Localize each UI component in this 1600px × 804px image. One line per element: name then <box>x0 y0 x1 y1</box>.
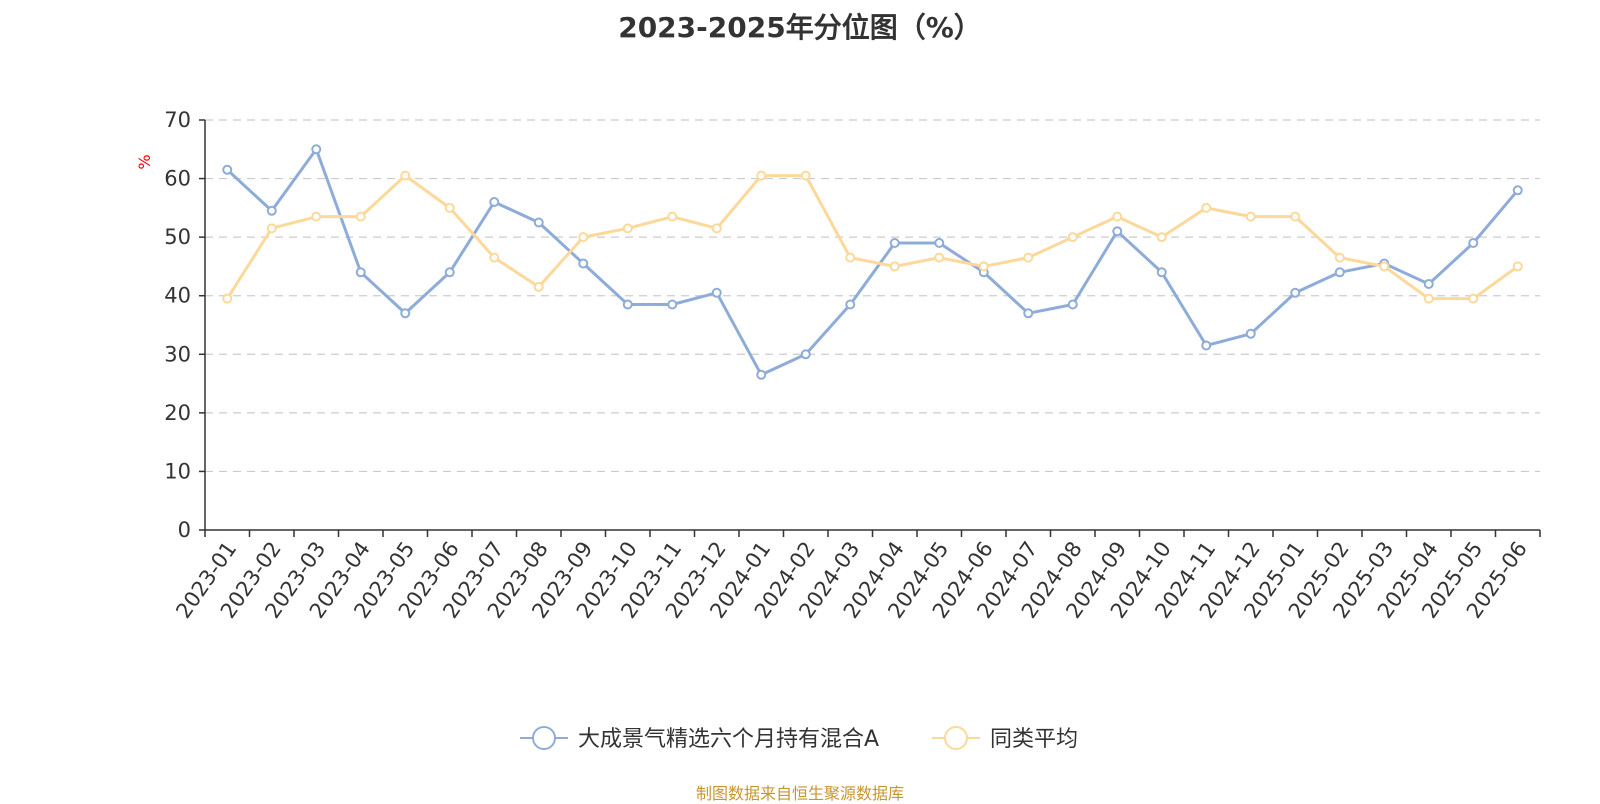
series-0-point[interactable] <box>1112 226 1123 237</box>
series-0-point[interactable] <box>667 299 678 310</box>
legend-label: 大成景气精选六个月持有混合A <box>578 727 879 752</box>
legend[interactable]: 大成景气精选六个月持有混合A 同类平均 <box>520 726 1078 752</box>
series-1-point[interactable] <box>400 170 411 181</box>
series-1-point[interactable] <box>1067 232 1078 243</box>
series-0-point[interactable] <box>1023 308 1034 319</box>
series-1-point[interactable] <box>667 211 678 222</box>
series-1-point[interactable] <box>845 252 856 263</box>
series-0-point[interactable] <box>400 308 411 319</box>
series-0-point[interactable] <box>1201 340 1212 351</box>
data-source-note: 制图数据来自恒生聚源数据库 <box>695 784 904 803</box>
y-tick-label: 60 <box>164 167 191 191</box>
series-0-point[interactable] <box>311 144 322 155</box>
series-0-point[interactable] <box>1245 328 1256 339</box>
series-1-point[interactable] <box>489 252 500 263</box>
y-tick-label: 10 <box>164 459 191 483</box>
series-1-point[interactable] <box>578 232 589 243</box>
chart-title: 2023-2025年分位图（%） <box>618 11 982 44</box>
y-tick-label: 0 <box>178 518 191 542</box>
series-1-point[interactable] <box>1512 261 1523 272</box>
series-0-point[interactable] <box>1512 185 1523 196</box>
series-1-point[interactable] <box>978 261 989 272</box>
y-tick-label: 70 <box>164 108 191 132</box>
series-0-point[interactable] <box>889 238 900 248</box>
y-tick-label: 40 <box>164 284 191 308</box>
series-line-1 <box>225 174 1519 301</box>
series-1-point[interactable] <box>622 223 633 234</box>
series-1-point[interactable] <box>1245 211 1256 222</box>
series-0-point[interactable] <box>622 299 633 310</box>
series-1-point[interactable] <box>934 252 945 263</box>
series-1-point[interactable] <box>889 261 900 272</box>
y-tick-label: 50 <box>164 225 191 249</box>
series-1-point[interactable] <box>1201 202 1212 213</box>
series-1-point[interactable] <box>533 281 544 292</box>
series-1-point[interactable] <box>1023 252 1034 263</box>
legend-marker-icon <box>532 726 556 750</box>
series-0-point[interactable] <box>845 299 856 310</box>
series-0-point[interactable] <box>578 258 589 269</box>
series-1-point[interactable] <box>1290 211 1301 222</box>
series-0-point[interactable] <box>533 217 544 228</box>
series-1-point[interactable] <box>222 293 233 304</box>
legend-item-0[interactable]: 大成景气精选六个月持有混合A <box>520 726 879 752</box>
series-1-point[interactable] <box>1468 293 1479 304</box>
series-1-point[interactable] <box>1156 232 1167 243</box>
series-0-point[interactable] <box>1334 267 1345 278</box>
legend-label: 同类平均 <box>990 727 1078 752</box>
series-0-point[interactable] <box>1423 279 1434 289</box>
series-0-point[interactable] <box>222 164 233 175</box>
y-tick-label: 30 <box>164 342 191 366</box>
series-1-point[interactable] <box>1334 252 1345 263</box>
series-1-point[interactable] <box>800 170 811 181</box>
series-1-point[interactable] <box>266 223 277 234</box>
y-tick-label: 20 <box>164 401 191 425</box>
series-1-point[interactable] <box>1379 261 1390 272</box>
axes: 010203040506070%2023-012023-022023-03202… <box>135 108 1541 623</box>
series-1-point[interactable] <box>355 211 366 222</box>
series-1-point[interactable] <box>311 211 322 222</box>
series-0-point[interactable] <box>800 349 811 360</box>
series-0-point[interactable] <box>934 238 945 248</box>
y-axis-label: % <box>135 154 154 169</box>
series-1-point[interactable] <box>1423 293 1434 304</box>
series-0-point[interactable] <box>266 205 277 216</box>
series-1-point[interactable] <box>444 202 455 213</box>
series-line-0 <box>226 147 1519 377</box>
series-0-point[interactable] <box>444 267 455 278</box>
legend-marker-icon <box>944 726 968 750</box>
series-0-point[interactable] <box>489 197 500 207</box>
series-0-point[interactable] <box>355 267 366 278</box>
series-lines <box>222 144 1523 380</box>
series-0-point[interactable] <box>711 287 722 298</box>
legend-item-1[interactable]: 同类平均 <box>932 726 1078 752</box>
series-1-point[interactable] <box>756 170 767 181</box>
series-0-point[interactable] <box>756 369 767 380</box>
series-0-point[interactable] <box>1290 287 1301 298</box>
series-0-point[interactable] <box>1067 299 1078 310</box>
series-0-point[interactable] <box>1468 238 1479 248</box>
series-1-point[interactable] <box>1112 211 1123 222</box>
series-0-point[interactable] <box>1156 267 1167 278</box>
series-1-point[interactable] <box>711 223 722 234</box>
